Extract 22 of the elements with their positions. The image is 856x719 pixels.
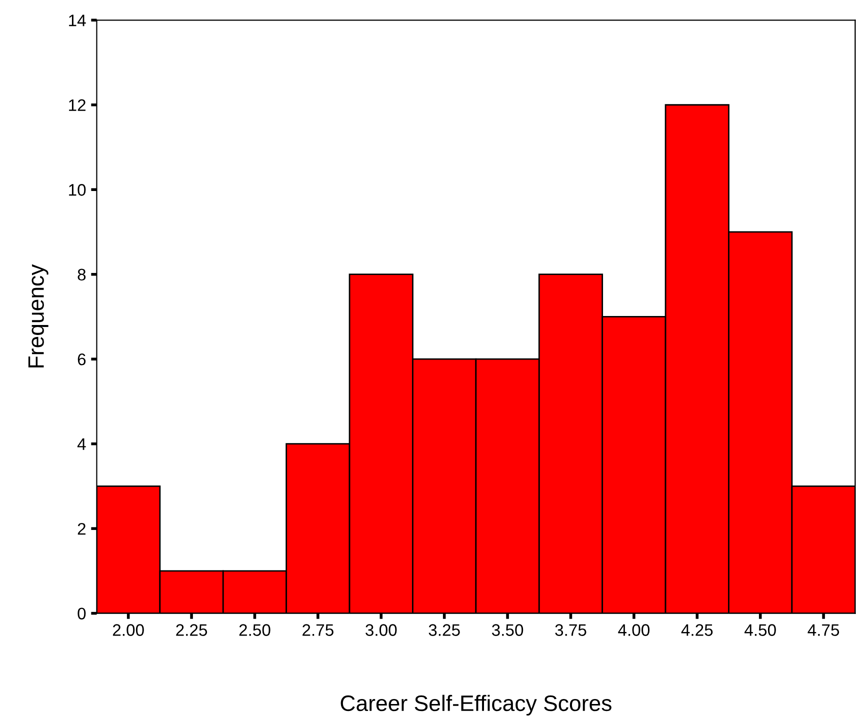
y-tick-label: 6 [78,353,86,366]
x-tick-label: 4.75 [808,624,840,636]
y-tick-label: 14 [69,14,86,26]
x-tick-label: 4.00 [618,624,650,636]
x-tick-label: 2.75 [302,624,334,636]
x-tick-label: 2.50 [239,624,270,636]
y-tick-label: 12 [69,99,86,111]
y-tick-label: 0 [78,608,86,620]
x-tick-label: 2.25 [176,624,208,636]
y-tick-label: 4 [77,438,86,450]
x-tick-label: 4.50 [744,624,776,636]
x-tick-label: 3.00 [366,624,397,636]
x-tick-label: 3.75 [555,624,586,636]
y-tick-label: 8 [78,268,86,281]
y-tick-label: 2 [78,522,86,535]
x-tick-label: 4.25 [681,624,713,636]
x-tick-label: 3.50 [492,624,524,636]
y-tick-label: 10 [69,184,86,196]
x-tick-label: 2.00 [112,624,144,636]
x-tick-label: 3.25 [428,624,460,636]
y-axis-title: Frequency [28,264,48,368]
x-axis-title: Career Self-Efficacy Scores [340,694,612,716]
